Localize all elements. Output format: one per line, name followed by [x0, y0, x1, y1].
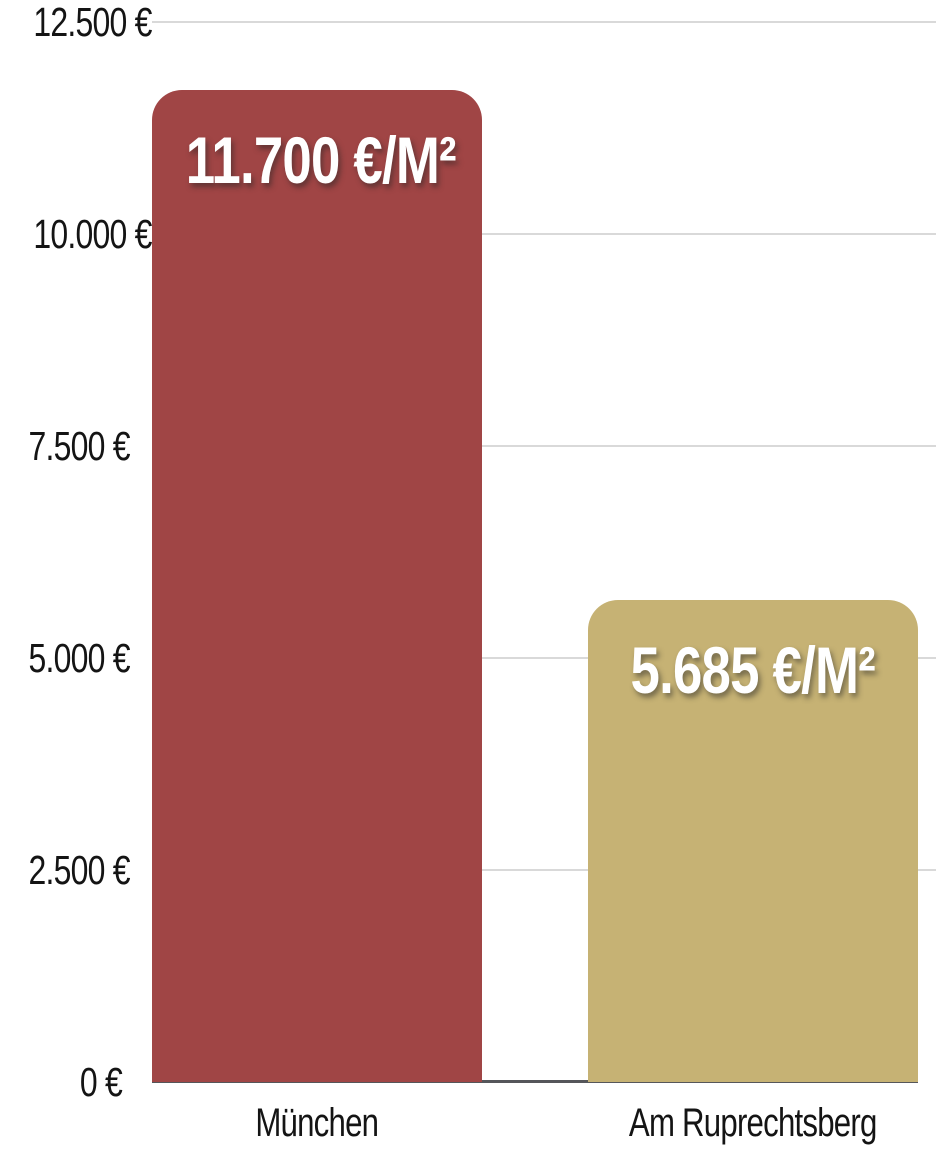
y-tick-label: 5.000 € [0, 637, 131, 679]
bar-munchen: 11.700 €/M² [152, 89, 482, 1082]
x-axis-baseline [152, 1080, 918, 1083]
bar-value-label: 5.685 €/M² [588, 600, 918, 708]
y-tick-text: 12.500 € [33, 0, 152, 45]
y-tick-label: 7.500 € [0, 425, 131, 467]
y-tick-label: 2.500 € [0, 849, 131, 891]
gridline-7500 [152, 445, 936, 447]
gridline-10000 [152, 233, 936, 235]
category-text: Am Ruprechtsberg [629, 1101, 877, 1145]
gridline-5000 [152, 657, 936, 659]
gridline-12500 [152, 21, 936, 23]
y-tick-label: 10.000 € [0, 213, 152, 255]
gridline-2500 [152, 869, 936, 871]
category-label-am-ruprechtsberg: Am Ruprechtsberg [548, 1098, 936, 1148]
bar-value-text: 11.700 €/M² [185, 122, 457, 197]
y-tick-text: 2.500 € [28, 847, 131, 893]
category-label-munchen: München [112, 1098, 522, 1148]
bar-value-text: 5.685 €/M² [630, 632, 876, 707]
bar-value-label: 11.700 €/M² [152, 90, 482, 198]
y-tick-text: 10.000 € [33, 211, 152, 257]
category-text: München [255, 1101, 380, 1145]
y-tick-label: 0 € [0, 1059, 123, 1105]
y-tick-text: 5.000 € [28, 635, 131, 681]
bar-am-ruprechtsberg: 5.685 €/M² [588, 599, 918, 1082]
y-tick-label: 12.500 € [0, 1, 152, 43]
y-tick-text: 7.500 € [28, 423, 131, 469]
y-tick-text: 0 € [79, 1059, 123, 1105]
